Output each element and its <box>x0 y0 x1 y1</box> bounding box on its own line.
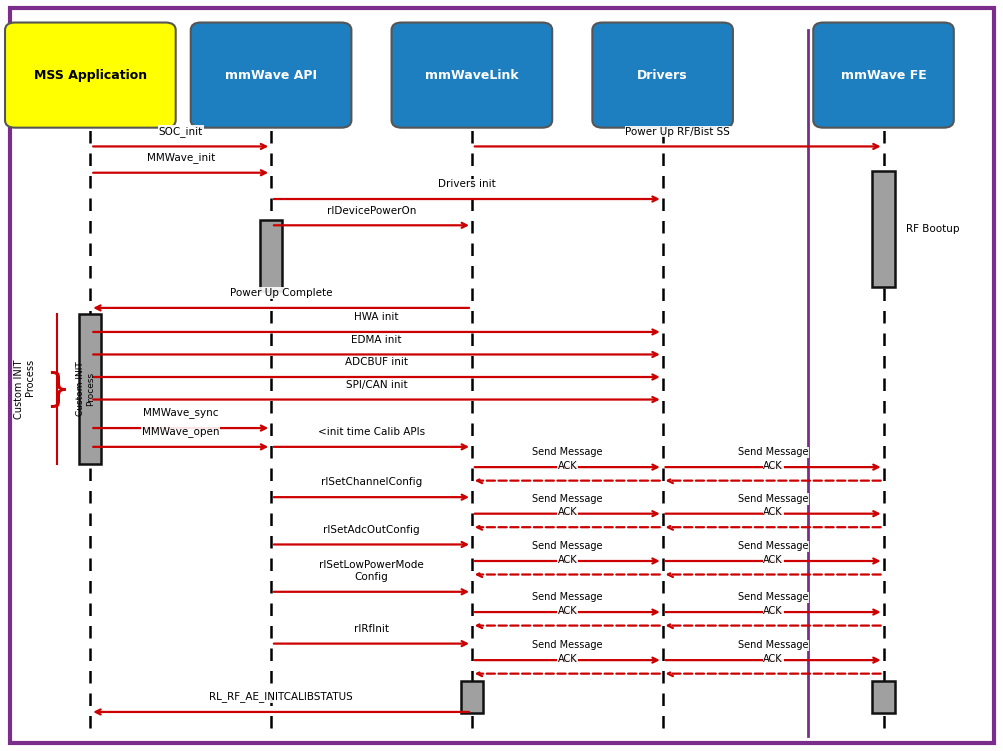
Text: ACK: ACK <box>557 555 577 565</box>
Text: rlRfInit: rlRfInit <box>354 624 388 634</box>
Text: Send Message: Send Message <box>737 494 807 504</box>
Text: RF Bootup: RF Bootup <box>905 224 958 234</box>
Text: ACK: ACK <box>762 606 782 616</box>
Text: SOC_init: SOC_init <box>158 125 203 137</box>
Text: Custom INIT
Process: Custom INIT Process <box>13 359 35 419</box>
Text: ACK: ACK <box>762 508 782 517</box>
Text: mmWave FE: mmWave FE <box>840 68 926 82</box>
Text: Send Message: Send Message <box>737 641 807 650</box>
Text: ACK: ACK <box>557 606 577 616</box>
Text: Drivers: Drivers <box>637 68 687 82</box>
Text: rlDevicePowerOn: rlDevicePowerOn <box>326 206 416 216</box>
Text: RL_RF_AE_INITCALIBSTATUS: RL_RF_AE_INITCALIBSTATUS <box>209 691 353 702</box>
Text: rlSetChannelConfig: rlSetChannelConfig <box>321 478 421 487</box>
Text: Send Message: Send Message <box>532 448 602 457</box>
Text: mmWaveLink: mmWaveLink <box>424 68 519 82</box>
Text: mmWave API: mmWave API <box>225 68 317 82</box>
Text: }: } <box>45 370 70 408</box>
Bar <box>872 171 894 288</box>
Text: Drivers init: Drivers init <box>437 179 495 189</box>
Text: Power Up RF/Bist SS: Power Up RF/Bist SS <box>625 127 729 137</box>
Text: MMWave_init: MMWave_init <box>146 152 215 163</box>
Text: MSS Application: MSS Application <box>34 68 146 82</box>
Text: Send Message: Send Message <box>532 593 602 602</box>
Text: ADCBUF init: ADCBUF init <box>345 357 407 367</box>
FancyBboxPatch shape <box>592 23 732 128</box>
Text: Send Message: Send Message <box>532 541 602 551</box>
Bar <box>460 681 482 713</box>
Bar <box>260 219 282 291</box>
FancyBboxPatch shape <box>191 23 351 128</box>
Bar <box>79 314 101 464</box>
FancyBboxPatch shape <box>391 23 552 128</box>
Text: rlSetAdcOutConfig: rlSetAdcOutConfig <box>323 525 419 535</box>
Text: Send Message: Send Message <box>737 593 807 602</box>
Text: ACK: ACK <box>762 461 782 471</box>
Text: MMWave_open: MMWave_open <box>141 426 220 437</box>
Text: ACK: ACK <box>762 555 782 565</box>
Text: Send Message: Send Message <box>737 541 807 551</box>
Text: HWA init: HWA init <box>354 312 398 322</box>
Text: rlSetLowPowerMode
Config: rlSetLowPowerMode Config <box>319 560 423 582</box>
Text: ACK: ACK <box>557 461 577 471</box>
Text: EDMA init: EDMA init <box>351 335 401 345</box>
Text: Send Message: Send Message <box>737 448 807 457</box>
FancyBboxPatch shape <box>812 23 953 128</box>
Text: Custom INIT
Process: Custom INIT Process <box>75 362 95 416</box>
Bar <box>872 681 894 713</box>
Text: ACK: ACK <box>762 654 782 664</box>
Text: SPI/CAN init: SPI/CAN init <box>345 380 407 390</box>
Text: ACK: ACK <box>557 654 577 664</box>
Text: Send Message: Send Message <box>532 494 602 504</box>
Text: MMWave_sync: MMWave_sync <box>142 407 219 418</box>
Text: Power Up Complete: Power Up Complete <box>230 288 332 298</box>
FancyBboxPatch shape <box>5 23 176 128</box>
Text: ACK: ACK <box>557 508 577 517</box>
Text: Send Message: Send Message <box>532 641 602 650</box>
Text: <init time Calib APIs: <init time Calib APIs <box>318 427 424 437</box>
